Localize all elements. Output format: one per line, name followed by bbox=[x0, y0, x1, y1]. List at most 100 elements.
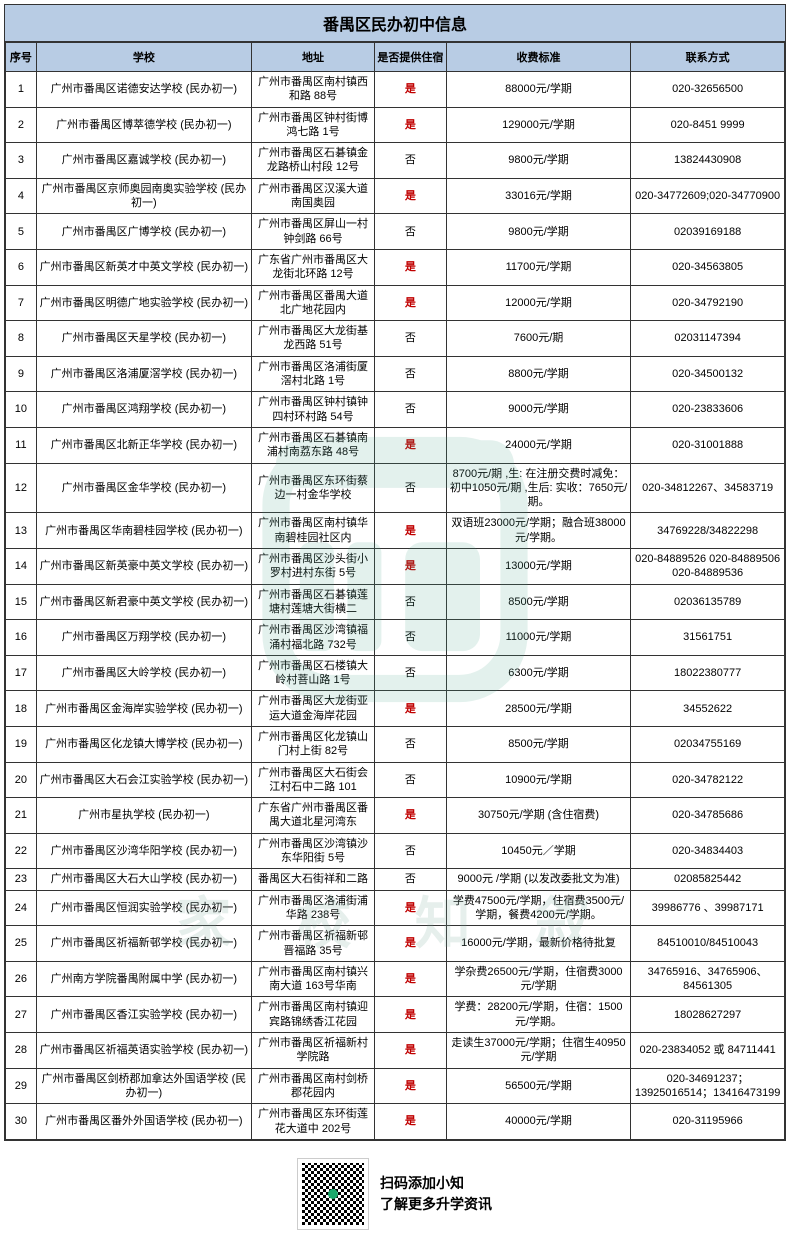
cell-school: 广州南方学院番禺附属中学 (民办初一) bbox=[36, 961, 251, 997]
cell-school: 广州市番禺区祈福英语实验学校 (民办初一) bbox=[36, 1033, 251, 1069]
cell-addr: 广州市番禺区钟村街博鸿七路 1号 bbox=[252, 107, 375, 143]
cell-dorm: 是 bbox=[375, 549, 447, 585]
table-row: 22广州市番禺区沙湾华阳学校 (民办初一)广州市番禺区沙湾镇沙东华阳街 5号否1… bbox=[6, 833, 785, 869]
cell-dorm: 是 bbox=[375, 513, 447, 549]
cell-school: 广州市番禺区博萃德学校 (民办初一) bbox=[36, 107, 251, 143]
cell-idx: 19 bbox=[6, 726, 37, 762]
table-row: 23广州市番禺区大石大山学校 (民办初一)番禺区大石街祥和二路否9000元 /学… bbox=[6, 869, 785, 890]
cell-dorm: 否 bbox=[375, 869, 447, 890]
cell-idx: 29 bbox=[6, 1068, 37, 1104]
cell-addr: 广州市番禺区洛浦街厦滘村北路 1号 bbox=[252, 356, 375, 392]
cell-addr: 广州市番禺区化龙镇山门村上街 82号 bbox=[252, 726, 375, 762]
table-row: 12广州市番禺区金华学校 (民办初一)广州市番禺区东环街蔡边一村金华学校否870… bbox=[6, 463, 785, 513]
cell-contact: 02085825442 bbox=[631, 869, 785, 890]
cell-school: 广州市番禺区天星学校 (民办初一) bbox=[36, 321, 251, 357]
cell-idx: 28 bbox=[6, 1033, 37, 1069]
cell-fee: 9800元/学期 bbox=[446, 143, 631, 179]
cell-addr: 广州市番禺区屏山一村钟剑路 66号 bbox=[252, 214, 375, 250]
cell-idx: 5 bbox=[6, 214, 37, 250]
cell-fee: 学杂费26500元/学期，住宿费3000元/学期 bbox=[446, 961, 631, 997]
cell-idx: 8 bbox=[6, 321, 37, 357]
cell-fee: 学费：28200元/学期，住宿：1500元/学期。 bbox=[446, 997, 631, 1033]
cell-school: 广州市番禺区北新正华学校 (民办初一) bbox=[36, 427, 251, 463]
table-row: 21广州市星执学校 (民办初一)广东省广州市番禺区番禺大道北星河湾东是30750… bbox=[6, 798, 785, 834]
cell-addr: 广州市番禺区沙湾镇福涌村福北路 732号 bbox=[252, 620, 375, 656]
cell-idx: 16 bbox=[6, 620, 37, 656]
cell-addr: 广州市番禺区祈福新村学院路 bbox=[252, 1033, 375, 1069]
cell-idx: 10 bbox=[6, 392, 37, 428]
cell-addr: 广州市番禺区番禺大道北广地花园内 bbox=[252, 285, 375, 321]
cell-idx: 14 bbox=[6, 549, 37, 585]
cell-contact: 31561751 bbox=[631, 620, 785, 656]
cell-idx: 3 bbox=[6, 143, 37, 179]
cell-fee: 6300元/学期 bbox=[446, 655, 631, 691]
cell-fee: 16000元/学期，最新价格待批复 bbox=[446, 926, 631, 962]
cell-addr: 番禺区大石街祥和二路 bbox=[252, 869, 375, 890]
cell-contact: 02039169188 bbox=[631, 214, 785, 250]
table-row: 6广州市番禺区新英才中英文学校 (民办初一)广东省广州市番禺区大龙街北环路 12… bbox=[6, 249, 785, 285]
cell-addr: 广州市番禺区大龙街基龙西路 51号 bbox=[252, 321, 375, 357]
cell-dorm: 否 bbox=[375, 321, 447, 357]
footer-text: 扫码添加小知 了解更多升学资讯 bbox=[380, 1173, 492, 1215]
cell-idx: 21 bbox=[6, 798, 37, 834]
table-row: 16广州市番禺区万翔学校 (民办初一)广州市番禺区沙湾镇福涌村福北路 732号否… bbox=[6, 620, 785, 656]
cell-contact: 020-32656500 bbox=[631, 72, 785, 108]
table-row: 9广州市番禺区洛浦厦滘学校 (民办初一)广州市番禺区洛浦街厦滘村北路 1号否88… bbox=[6, 356, 785, 392]
cell-addr: 广州市番禺区南村镇华南碧桂园社区内 bbox=[252, 513, 375, 549]
cell-school: 广州市番禺区祈福新邨学校 (民办初一) bbox=[36, 926, 251, 962]
cell-fee: 24000元/学期 bbox=[446, 427, 631, 463]
table-row: 1广州市番禺区诺德安达学校 (民办初一)广州市番禺区南村镇西和路 88号是880… bbox=[6, 72, 785, 108]
page-title: 番禺区民办初中信息 bbox=[5, 5, 785, 42]
cell-contact: 020-31001888 bbox=[631, 427, 785, 463]
table-container: 番禺区民办初中信息 序号 学校 地址 是否提供住宿 收费标准 联系方式 1广州市… bbox=[4, 4, 786, 1141]
table-row: 26广州南方学院番禺附属中学 (民办初一)广州市番禺区南村镇兴南大道 163号华… bbox=[6, 961, 785, 997]
cell-addr: 广州市番禺区南村镇西和路 88号 bbox=[252, 72, 375, 108]
cell-dorm: 否 bbox=[375, 214, 447, 250]
cell-dorm: 是 bbox=[375, 691, 447, 727]
cell-idx: 1 bbox=[6, 72, 37, 108]
table-row: 5广州市番禺区广博学校 (民办初一)广州市番禺区屏山一村钟剑路 66号否9800… bbox=[6, 214, 785, 250]
col-dorm: 是否提供住宿 bbox=[375, 43, 447, 72]
cell-contact: 34765916、34765906、84561305 bbox=[631, 961, 785, 997]
cell-contact: 020-23834052 或 84711441 bbox=[631, 1033, 785, 1069]
cell-school: 广州市番禺区大石会江实验学校 (民办初一) bbox=[36, 762, 251, 798]
cell-dorm: 是 bbox=[375, 107, 447, 143]
cell-school: 广州市番禺区大石大山学校 (民办初一) bbox=[36, 869, 251, 890]
cell-dorm: 是 bbox=[375, 890, 447, 926]
cell-fee: 8700元/期 ,生: 在注册交费时减免：初中1050元/期 ,生后: 实收：7… bbox=[446, 463, 631, 513]
cell-fee: 9000元/学期 bbox=[446, 392, 631, 428]
cell-idx: 25 bbox=[6, 926, 37, 962]
cell-fee: 10450元／学期 bbox=[446, 833, 631, 869]
table-row: 17广州市番禺区大岭学校 (民办初一)广州市番禺区石楼镇大岭村菩山路 1号否63… bbox=[6, 655, 785, 691]
cell-dorm: 否 bbox=[375, 833, 447, 869]
cell-contact: 020-34792190 bbox=[631, 285, 785, 321]
cell-dorm: 是 bbox=[375, 961, 447, 997]
cell-school: 广州市番禺区华南碧桂园学校 (民办初一) bbox=[36, 513, 251, 549]
table-row: 20广州市番禺区大石会江实验学校 (民办初一)广州市番禺区大石街会江村石中二路 … bbox=[6, 762, 785, 798]
col-fee: 收费标准 bbox=[446, 43, 631, 72]
cell-fee: 56500元/学期 bbox=[446, 1068, 631, 1104]
cell-school: 广州市番禺区大岭学校 (民办初一) bbox=[36, 655, 251, 691]
cell-dorm: 否 bbox=[375, 143, 447, 179]
cell-addr: 广州市番禺区钟村镇钟四村环村路 54号 bbox=[252, 392, 375, 428]
cell-school: 广州市番禺区恒润实验学校 (民办初一) bbox=[36, 890, 251, 926]
cell-fee: 12000元/学期 bbox=[446, 285, 631, 321]
cell-school: 广州市番禺区剑桥郡加拿达外国语学校 (民办初一) bbox=[36, 1068, 251, 1104]
table-row: 25广州市番禺区祈福新邨学校 (民办初一)广州市番禺区祈福新邨晋福路 35号是1… bbox=[6, 926, 785, 962]
cell-fee: 学费47500元/学期，住宿费3500元/学期，餐费4200元/学期。 bbox=[446, 890, 631, 926]
cell-idx: 13 bbox=[6, 513, 37, 549]
cell-addr: 广州市番禺区大石街会江村石中二路 101 bbox=[252, 762, 375, 798]
cell-addr: 广州市番禺区南村镇兴南大道 163号华南 bbox=[252, 961, 375, 997]
cell-addr: 广州市番禺区东环街蔡边一村金华学校 bbox=[252, 463, 375, 513]
cell-idx: 9 bbox=[6, 356, 37, 392]
cell-contact: 020-23833606 bbox=[631, 392, 785, 428]
cell-addr: 广州市番禺区祈福新邨晋福路 35号 bbox=[252, 926, 375, 962]
cell-school: 广州市星执学校 (民办初一) bbox=[36, 798, 251, 834]
cell-addr: 广州市番禺区石楼镇大岭村菩山路 1号 bbox=[252, 655, 375, 691]
cell-school: 广州市番禺区化龙镇大博学校 (民办初一) bbox=[36, 726, 251, 762]
cell-idx: 6 bbox=[6, 249, 37, 285]
header-row: 序号 学校 地址 是否提供住宿 收费标准 联系方式 bbox=[6, 43, 785, 72]
cell-addr: 广州市番禺区石碁镇金龙路桥山村段 12号 bbox=[252, 143, 375, 179]
cell-fee: 40000元/学期 bbox=[446, 1104, 631, 1140]
table-row: 7广州市番禺区明德广地实验学校 (民办初一)广州市番禺区番禺大道北广地花园内是1… bbox=[6, 285, 785, 321]
